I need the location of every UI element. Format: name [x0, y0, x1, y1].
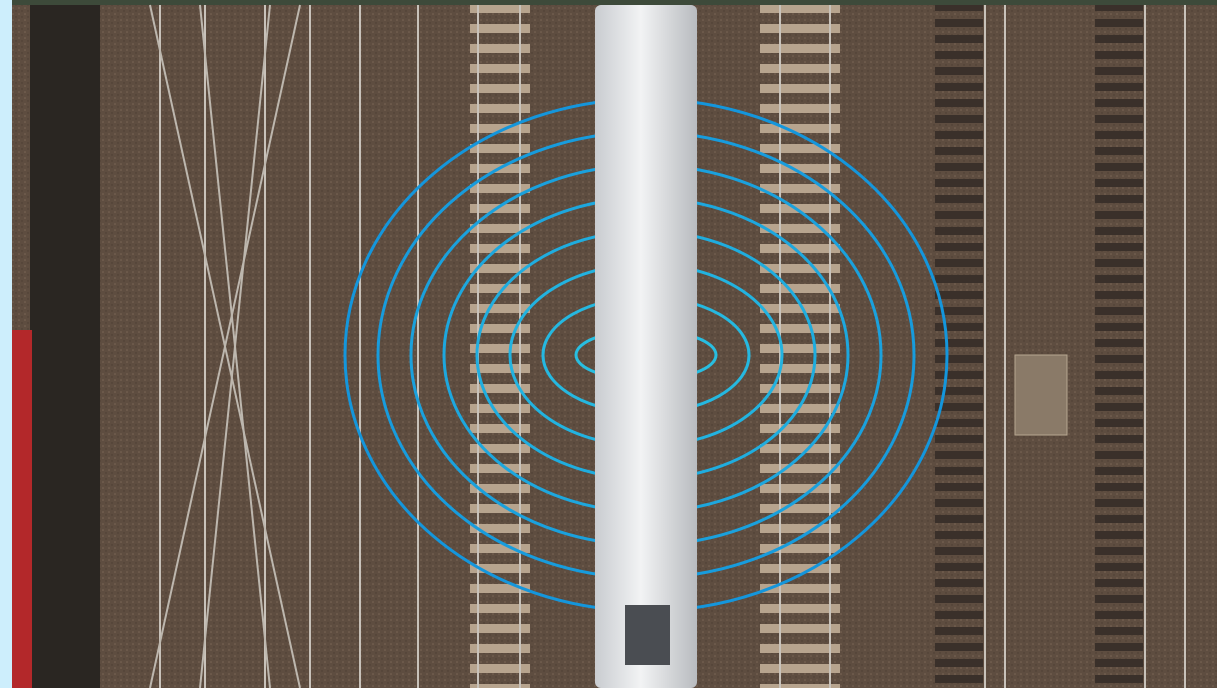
road: [30, 5, 100, 688]
train-coupler: [625, 605, 670, 665]
body: (() => { const ns = 'http://www.w3.org/2…: [0, 0, 1217, 688]
red-train: [12, 330, 32, 688]
top-edge: [12, 0, 1217, 5]
scene: [0, 0, 1217, 688]
dark-track: [1095, 5, 1143, 688]
train: [595, 5, 697, 688]
sleepers: [760, 5, 840, 688]
dark-track: [935, 5, 983, 688]
left-border: [0, 0, 12, 688]
ground-plate: [1015, 355, 1067, 435]
page: Aerial train view {} html, body { margin…: [0, 0, 1217, 688]
